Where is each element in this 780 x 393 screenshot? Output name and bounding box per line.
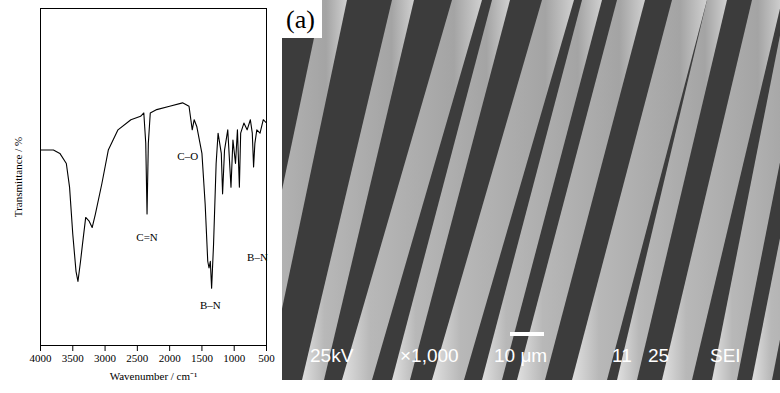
svg-text:SEI: SEI [710,345,741,366]
svg-text:(a): (a) [286,5,315,34]
svg-text:B–N: B–N [247,251,268,263]
svg-text:2500: 2500 [126,352,149,364]
svg-text:2000: 2000 [159,352,182,364]
svg-text:11: 11 [612,345,632,366]
svg-text:B–N: B–N [200,299,221,311]
svg-text:×1,000: ×1,000 [400,345,459,366]
svg-text:500: 500 [258,352,275,364]
svg-text:3000: 3000 [94,352,117,364]
svg-text:4000: 4000 [30,352,53,364]
svg-text:1000: 1000 [223,352,246,364]
svg-text:Transmittance / %: Transmittance / % [12,137,24,217]
svg-text:3500: 3500 [62,352,85,364]
svg-text:25kV: 25kV [310,345,354,366]
svg-text:1500: 1500 [191,352,214,364]
svg-text:C=N: C=N [136,231,158,243]
svg-text:C–O: C–O [177,150,198,162]
svg-text:Wavenumber / cm⁻¹: Wavenumber / cm⁻¹ [110,370,198,382]
svg-text:25: 25 [648,345,669,366]
svg-text:10 μm: 10 μm [494,345,547,366]
